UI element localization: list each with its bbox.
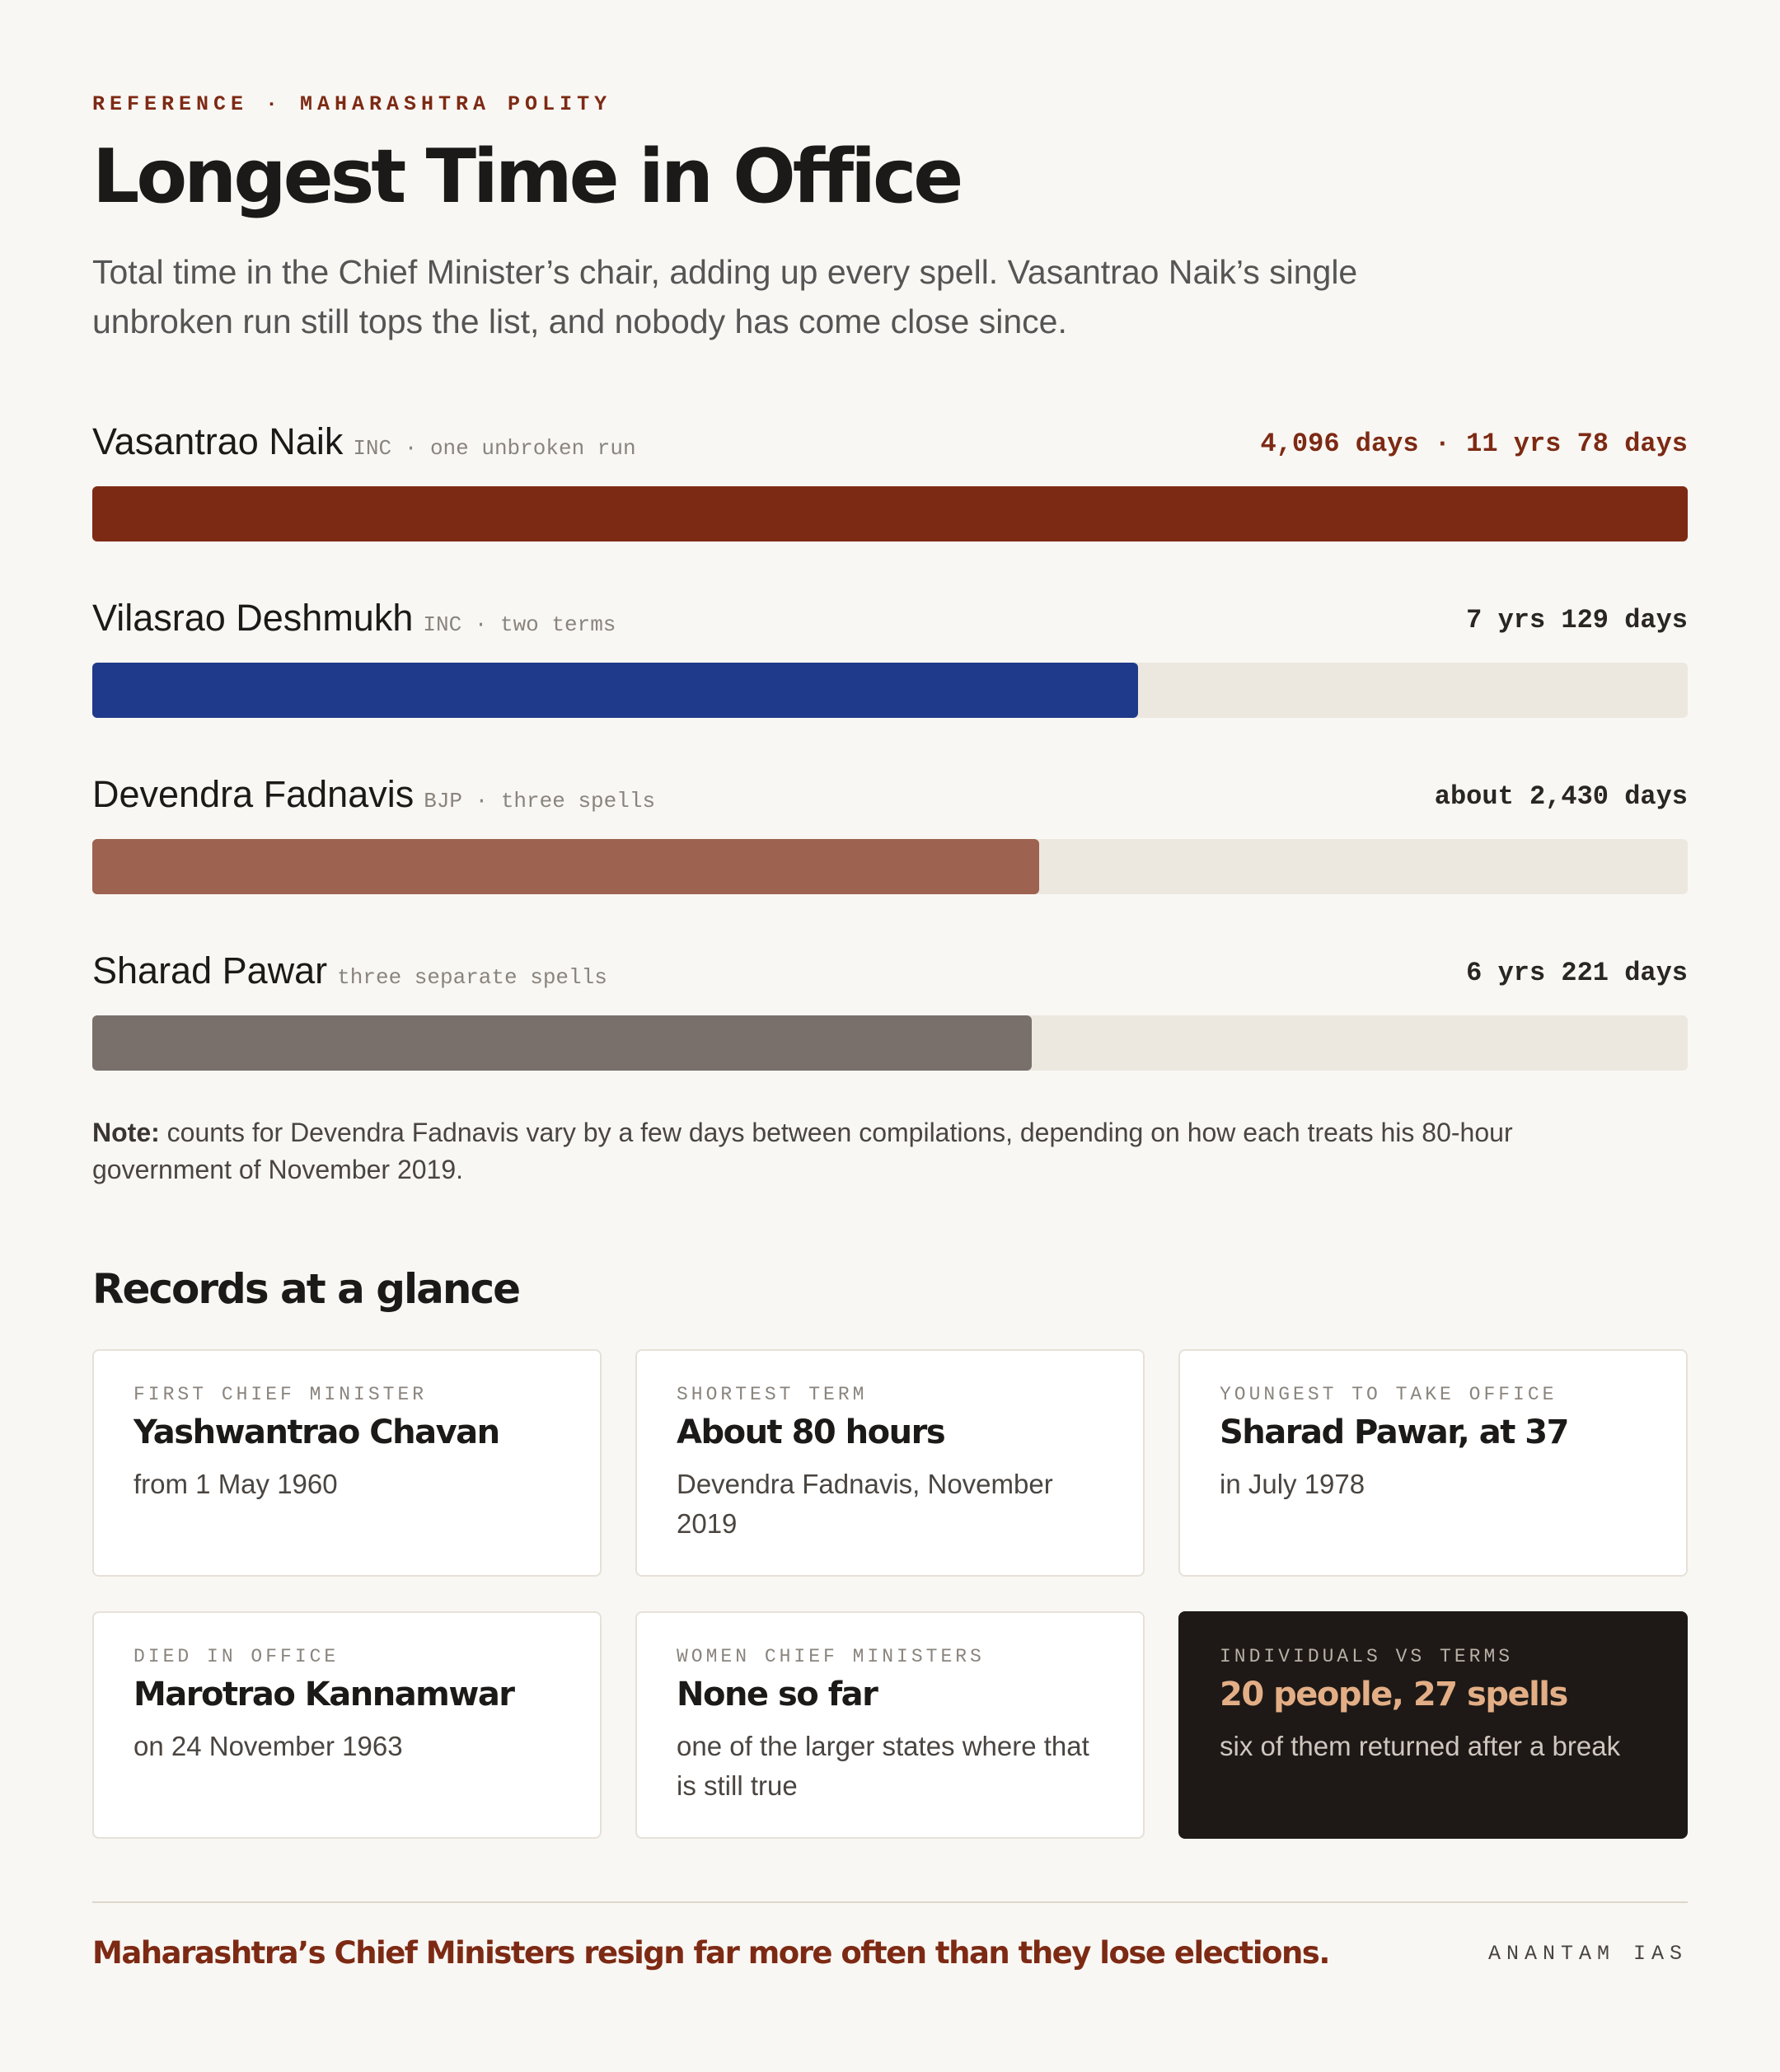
bar (92, 486, 1688, 541)
divider (92, 1901, 1688, 1903)
card-text: six of them returned after a break (1220, 1731, 1621, 1761)
note-label: Note: (92, 1118, 160, 1147)
brand: ANANTAM IAS (1487, 1942, 1688, 1966)
bar (92, 1015, 1033, 1071)
record-card: WOMEN CHIEF MINISTERS None so far one of t… (635, 1611, 1145, 1839)
row-label: Devendra Fadnavis BJP · three spells (92, 773, 655, 816)
eyebrow: REFERENCE · MAHARASHTRA POLITY (92, 92, 612, 116)
category-name: Vasantrao Naik (92, 420, 344, 462)
record-card: INDIVIDUALS VS TERMS 20 people, 27 spells… (1178, 1611, 1688, 1839)
category-detail: BJP · three spells (424, 789, 656, 813)
card-heading: About 80 hours (677, 1413, 946, 1451)
title: Longest Time in Office (92, 134, 963, 220)
card-text: in July 1978 (1220, 1469, 1365, 1499)
card-heading: Sharad Pawar, at 37 (1220, 1413, 1569, 1451)
value-label: about 2,430 days (1434, 781, 1688, 812)
value-label: 6 yrs 221 days (1466, 958, 1688, 988)
value-label: 7 yrs 129 days (1466, 605, 1688, 635)
card-heading: 20 people, 27 spells (1220, 1676, 1568, 1713)
record-card: YOUNGEST TO TAKE OFFICE Sharad Pawar, at … (1178, 1349, 1688, 1577)
bar (92, 839, 1039, 894)
card-heading: None so far (677, 1676, 878, 1713)
card-label: DIED IN OFFICE (134, 1646, 340, 1667)
card-text: Devendra Fadnavis, November 2019 (677, 1469, 1053, 1539)
category-name: Sharad Pawar (92, 949, 328, 991)
row-label: Sharad Pawar three separate spells (92, 949, 607, 992)
category-detail: INC · two terms (423, 612, 616, 637)
note: Note: counts for Devendra Fadnavis vary … (92, 1114, 1543, 1188)
category-name: Devendra Fadnavis (92, 773, 415, 815)
bar (92, 663, 1139, 718)
card-text: on 24 November 1963 (134, 1731, 403, 1761)
record-card: FIRST CHIEF MINISTER Yashwantrao Chavan fr… (92, 1349, 602, 1577)
category-detail: three separate spells (337, 965, 607, 990)
category-detail: INC · one unbroken run (353, 436, 636, 461)
subtitle: Total time in the Chief Minister’s chair… (92, 253, 1358, 340)
card-label: YOUNGEST TO TAKE OFFICE (1220, 1384, 1558, 1405)
card-label: FIRST CHIEF MINISTER (134, 1384, 428, 1405)
row-label: Vasantrao Naik INC · one unbroken run (92, 420, 636, 463)
row-label: Vilasrao Deshmukh INC · two terms (92, 597, 616, 640)
value-label: 4,096 days · 11 yrs 78 days (1260, 429, 1688, 459)
category-name: Vilasrao Deshmukh (92, 597, 414, 639)
record-card: SHORTEST TERM About 80 hours Devendra Fadn… (635, 1349, 1145, 1577)
records-title: Records at a glance (92, 1265, 521, 1313)
card-label: SHORTEST TERM (677, 1384, 868, 1405)
record-card: DIED IN OFFICE Marotrao Kannamwar on 24 No… (92, 1611, 602, 1839)
card-text: one of the larger states where that is s… (677, 1731, 1089, 1801)
card-heading: Marotrao Kannamwar (134, 1676, 515, 1713)
tagline: Maharashtra’s Chief Ministers resign far… (92, 1935, 1330, 1971)
card-label: INDIVIDUALS VS TERMS (1220, 1646, 1514, 1667)
card-label: WOMEN CHIEF MINISTERS (677, 1646, 985, 1667)
note-text: counts for Devendra Fadnavis vary by a f… (92, 1118, 1513, 1184)
card-text: from 1 May 1960 (134, 1469, 338, 1499)
card-heading: Yashwantrao Chavan (134, 1413, 500, 1451)
